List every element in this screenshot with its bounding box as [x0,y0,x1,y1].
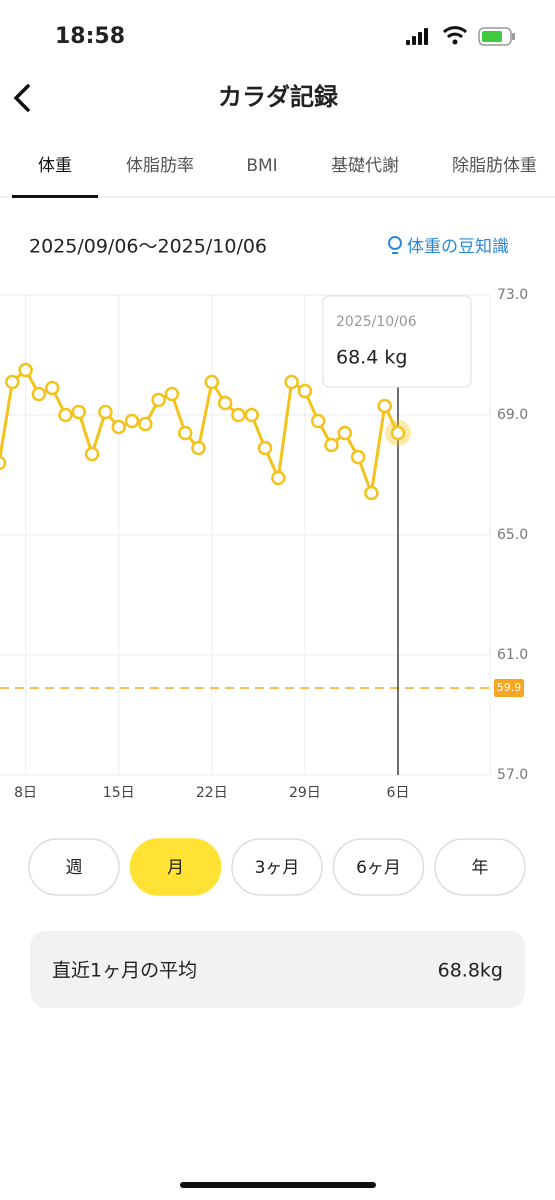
y-tick-label: 61.0 [497,647,528,663]
y-tick-label: 69.0 [497,407,528,423]
data-point [84,446,100,462]
header-title: カラダ記録 [218,83,339,111]
period-button[interactable] [28,838,120,896]
tip-icon [388,236,402,254]
y-tick-label: 73.0 [497,287,528,303]
data-point [390,425,406,441]
tab[interactable]: 体重 [38,156,72,176]
data-point [0,455,7,471]
period-button[interactable] [434,838,526,896]
period-button[interactable] [231,838,323,896]
x-tick-label: 15日 [103,785,135,801]
data-point [5,374,20,390]
average-card [30,931,525,1008]
period-button[interactable] [332,838,425,896]
home-indicator [180,1182,376,1188]
y-tick-label: 65.0 [497,527,528,543]
data-point [31,386,47,402]
period-button-label: 年 [472,858,489,878]
data-point [310,413,326,429]
data-point [271,470,286,486]
y-tick-label: 57.0 [497,767,528,783]
tooltip-value: 68.4 kg [336,347,407,369]
data-point [138,416,153,432]
tab[interactable]: 体脂肪率 [126,156,194,176]
data-point [111,419,126,435]
data-point [324,437,339,453]
average-value: 68.8kg [438,960,503,982]
tab[interactable]: 除脂肪体重 [452,156,537,176]
data-point [217,395,233,411]
data-point [231,407,246,423]
x-tick-label: 22日 [196,785,228,801]
data-point [337,425,353,441]
tab[interactable]: BMI [246,156,277,176]
period-button-label: 週 [66,858,83,878]
target-label-bg [494,679,524,697]
tab[interactable]: 基礎代謝 [331,156,399,176]
data-point [350,449,366,465]
data-point [284,374,299,390]
data-point [98,404,113,420]
data-point [257,440,273,456]
period-button-label: 6ヶ月 [356,858,401,878]
tip-link[interactable]: 体重の豆知識 [407,237,509,257]
average-label: 直近1ヶ月の平均 [52,960,197,982]
data-point [297,383,313,399]
x-tick-label: 6日 [387,785,410,801]
data-point [364,485,379,501]
target-label: 59.9 [497,681,522,694]
data-point [191,440,206,456]
data-point [204,374,220,390]
data-point [377,398,392,414]
back-button[interactable] [13,84,30,112]
data-point [177,425,193,441]
status-time: 18:58 [55,24,125,49]
data-point [71,404,87,420]
data-point [164,386,180,402]
tooltip [322,295,472,388]
date-range: 2025/09/06〜2025/10/06 [29,236,267,258]
data-point [244,407,259,423]
x-tick-label: 8日 [14,785,37,801]
chart: 57.0 61.0 65.0 69.0 73.0 8日 15日 22日 29日 6日 59.9 202… [0,287,528,801]
data-point [18,362,33,378]
status-icons [406,26,515,46]
data-point [151,392,166,408]
period-button[interactable] [129,838,222,896]
period-button-label: 月 [167,858,184,878]
tab-underline [12,195,98,198]
data-point [124,413,140,429]
tooltip-date: 2025/10/06 [336,314,417,330]
data-point [58,407,73,423]
period-button-label: 3ヶ月 [255,858,300,878]
x-tick-label: 29日 [289,785,321,801]
data-point [44,380,60,396]
